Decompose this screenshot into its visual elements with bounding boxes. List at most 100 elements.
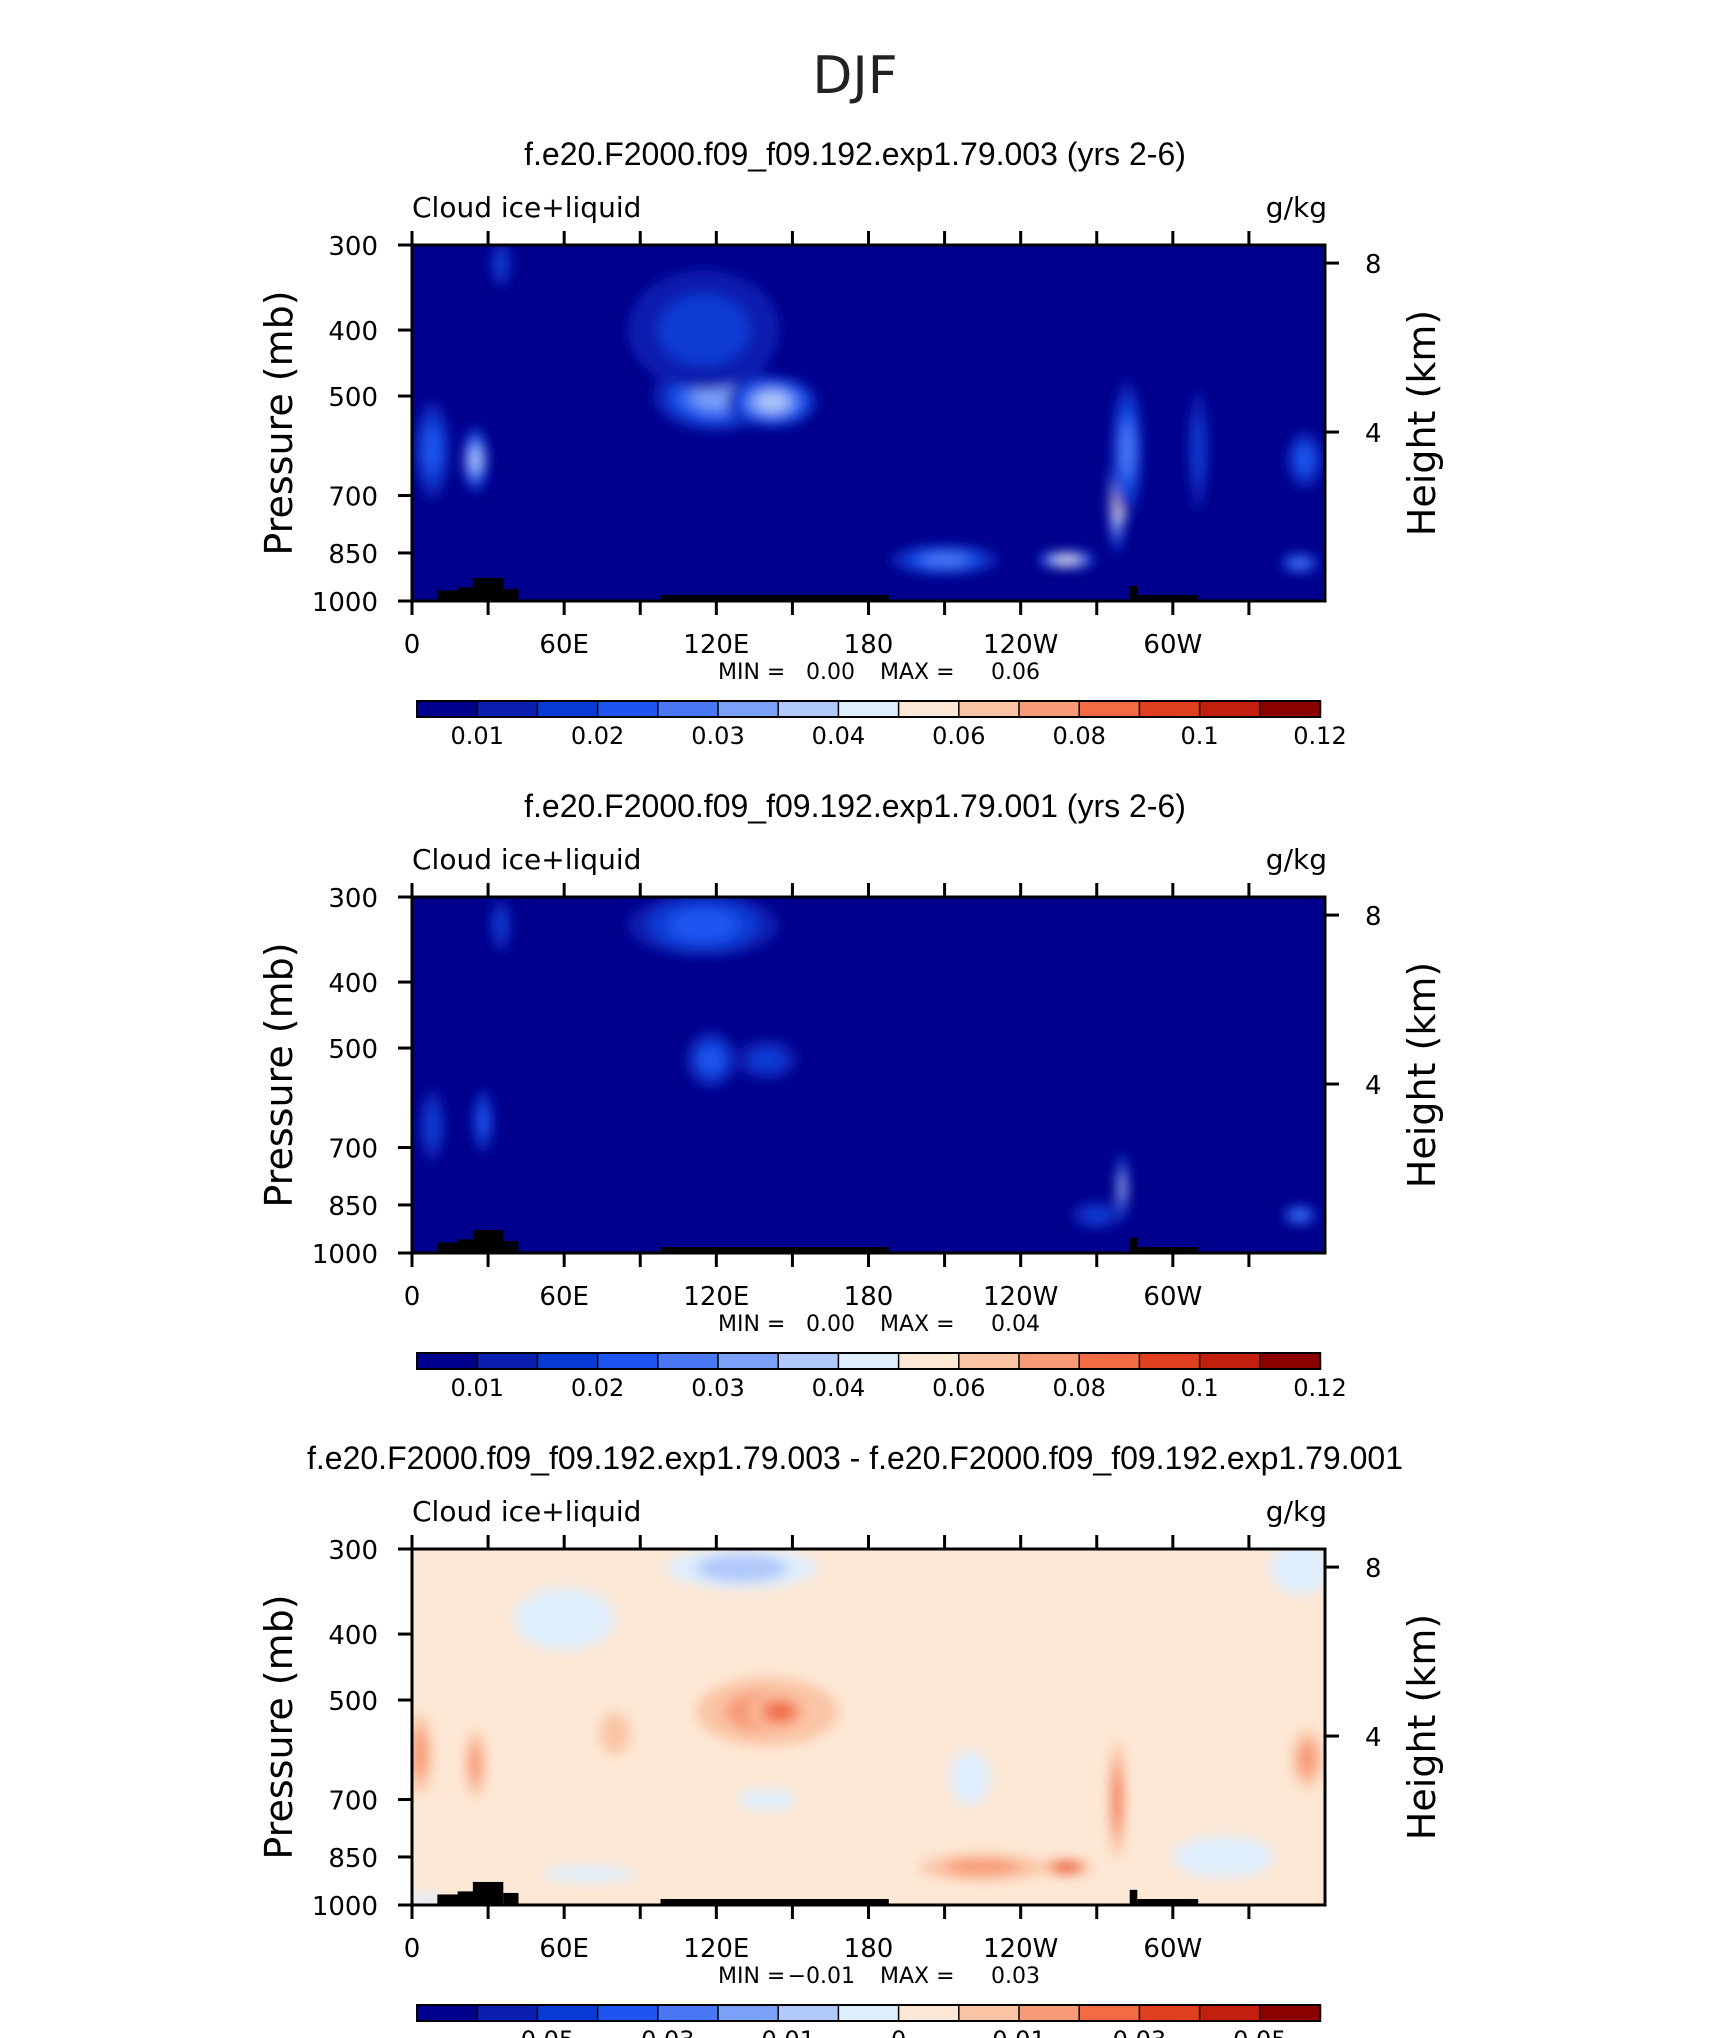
y2-tick-label: 4 [1365, 419, 1382, 449]
x-tick-label: 120E [683, 630, 749, 660]
contour-level-10 [1298, 1741, 1317, 1777]
topography-mask [472, 1881, 504, 1905]
y-tick-label: 400 [328, 969, 378, 999]
topography-mask [503, 1240, 519, 1253]
colorbar-swatch [717, 700, 780, 718]
colorbar-swatch [1138, 700, 1201, 718]
y-tick-label: 850 [328, 540, 378, 570]
page-title: DJF [812, 46, 897, 106]
y2-tick-label: 4 [1365, 1723, 1382, 1753]
contour-level-7 [736, 1788, 798, 1811]
max-value: 0.04 [991, 1312, 1040, 1337]
y-tick-label: 700 [328, 1135, 378, 1165]
colorbar: 0.01 0.02 0.03 0.04 0.06 0.08 0.1 0.12 [416, 1352, 1347, 1402]
colorbar-swatch [777, 700, 840, 718]
plot-background [412, 245, 1325, 601]
colorbar-label: −0.05 [501, 2026, 575, 2038]
y-tick-label: 1000 [312, 1240, 378, 1270]
x-tick-label: 180 [844, 1934, 894, 1964]
min-value: −0.01 [788, 1964, 855, 1989]
contour-level-4 [922, 553, 967, 566]
contour-fills [412, 1549, 1325, 1905]
colorbar-swatch [1018, 2004, 1081, 2022]
y-axis-label: Pressure (mb) [257, 1594, 301, 1859]
topography-mask [1129, 585, 1138, 601]
y-tick-label: 1000 [312, 588, 378, 618]
x-tick-label: 60E [539, 1934, 589, 1964]
colorbar-swatch [897, 700, 961, 718]
topography-mask [437, 590, 463, 601]
contour-level-7 [412, 1892, 440, 1905]
topography-mask [1137, 595, 1199, 601]
colorbar-swatch [1078, 700, 1141, 718]
contour-level-2 [658, 294, 750, 366]
colorbar-swatch [837, 2004, 900, 2022]
colorbar-swatch [1198, 700, 1262, 718]
colorbar-label: 0.03 [691, 722, 744, 750]
topography-mask [437, 1242, 463, 1253]
contour-fills [414, 245, 1323, 576]
variable-label: Cloud ice+liquid [412, 191, 641, 224]
y2-tick-label: 8 [1365, 250, 1382, 280]
colorbar-label: 0.06 [932, 1374, 985, 1402]
units-label: g/kg [1266, 843, 1327, 876]
topography-mask [1129, 1237, 1138, 1253]
y-tick-label: 300 [328, 884, 378, 914]
x-tick-label: 120W [983, 630, 1058, 660]
colorbar-label: 0.05 [1233, 2026, 1286, 2038]
colorbar-label: 0.06 [932, 722, 985, 750]
contour-level-7 [513, 1587, 615, 1651]
plot-background [412, 897, 1325, 1253]
x-tick-label: 60E [539, 630, 589, 660]
y-tick-label: 300 [328, 232, 378, 262]
contour-level-9 [599, 1712, 631, 1755]
colorbar-label: 0.12 [1293, 722, 1346, 750]
max-label: MAX = [880, 1312, 955, 1337]
topography-mask [472, 1229, 504, 1253]
panel-1: f.e20.F2000.f09_f09.192.exp1.79.003 (yrs… [257, 136, 1444, 750]
colorbar-label: 0.03 [691, 1374, 744, 1402]
colorbar-swatch [657, 1352, 720, 1370]
colorbar-label: 0.04 [812, 722, 865, 750]
contour-level-6 [756, 393, 788, 411]
y-tick-label: 400 [328, 1621, 378, 1651]
panel-2: f.e20.F2000.f09_f09.192.exp1.79.001 (yrs… [257, 788, 1444, 1402]
contour-level-6 [1119, 1174, 1126, 1200]
colorbar-label: −0.03 [621, 2026, 695, 2038]
colorbar-label: 0 [891, 2026, 906, 2038]
colorbar: −0.05 −0.03 −0.01 0 0.01 0.03 0.05 [416, 2004, 1322, 2038]
colorbar-swatch [777, 2004, 840, 2022]
contour-level-10 [412, 1730, 428, 1778]
contour-level-3 [478, 1105, 488, 1137]
contour-level-2 [1081, 1207, 1112, 1224]
colorbar-swatch [596, 2004, 660, 2022]
contour-level-6 [471, 448, 480, 471]
colorbar-swatch [1259, 2004, 1322, 2022]
colorbar-swatch [657, 2004, 720, 2022]
colorbar-swatch [1078, 1352, 1141, 1370]
y-tick-label: 400 [328, 317, 378, 347]
contour-level-2 [1192, 414, 1205, 486]
colorbar-label: 0.02 [571, 722, 624, 750]
colorbar-swatch [476, 700, 539, 718]
variable-label: Cloud ice+liquid [412, 1495, 641, 1528]
topography-mask [1129, 1889, 1138, 1905]
contour-level-11 [1113, 1771, 1121, 1828]
y-axis-label: Pressure (mb) [257, 942, 301, 1207]
colorbar-label: 0.01 [450, 722, 503, 750]
contour-level-10 [469, 1743, 482, 1784]
min-value: 0.00 [806, 1312, 855, 1337]
x-tick-label: 60W [1143, 1934, 1202, 1964]
topography-mask [457, 1891, 478, 1905]
max-label: MAX = [880, 1964, 955, 1989]
colorbar: 0.01 0.02 0.03 0.04 0.06 0.08 0.1 0.12 [416, 700, 1347, 750]
contour-fills [419, 897, 1318, 1229]
topography-mask [503, 1892, 519, 1905]
colorbar-label: 0.01 [992, 2026, 1045, 2038]
plot-area [412, 897, 1325, 1253]
panel-3: f.e20.F2000.f09_f09.192.exp1.79.003 - f.… [257, 1440, 1444, 2038]
y-tick-label: 300 [328, 1536, 378, 1566]
colorbar-label: 0.12 [1293, 1374, 1346, 1402]
units-label: g/kg [1266, 191, 1327, 224]
colorbar-label: 0.04 [812, 1374, 865, 1402]
